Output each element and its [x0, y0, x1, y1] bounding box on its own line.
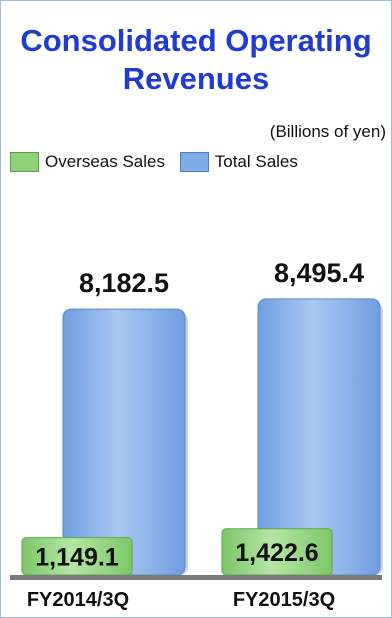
legend-label-overseas: Overseas Sales: [45, 152, 165, 171]
legend-swatch-total: [179, 152, 209, 172]
unit-label: (Billions of yen): [269, 122, 386, 141]
category-label: FY2015/3Q: [233, 589, 335, 611]
total-sales-value-label: 8,182.5: [79, 268, 169, 298]
legend-swatch-overseas: [10, 152, 39, 172]
total-sales-bar: [62, 308, 186, 576]
legend-item-overseas: Overseas Sales: [10, 152, 165, 172]
x-axis-baseline: [10, 575, 382, 580]
legend-label-total: Total Sales: [214, 152, 298, 171]
legend: Overseas Sales Total Sales: [10, 152, 308, 177]
category-label: FY2014/3Q: [27, 589, 129, 611]
overseas-sales-value-label: 1,149.1: [35, 543, 119, 571]
legend-item-total: Total Sales: [179, 152, 298, 172]
chart-title: Consolidated Operating Revenues: [20, 23, 372, 96]
overseas-sales-value-label: 1,422.6: [235, 539, 318, 567]
total-sales-value-label: 8,495.4: [274, 258, 364, 288]
